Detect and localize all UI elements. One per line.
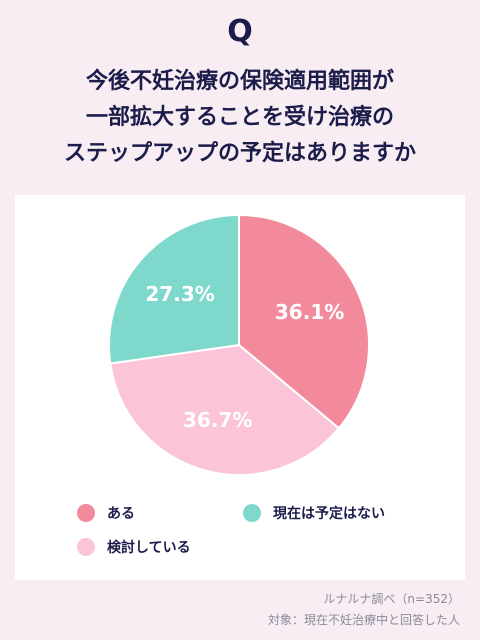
- chart-card: 36.1% 36.7% 27.3% ある 現在は予定はない 検討している: [15, 195, 465, 580]
- title-line-1: 今後不妊治療の保険適用範囲が: [85, 69, 394, 94]
- title-line-2: 一部拡大することを受け治療の: [85, 105, 394, 130]
- legend-item-aru: ある: [77, 503, 135, 523]
- pie-slice-2: [107, 213, 240, 365]
- pie-slice-1: [109, 343, 341, 476]
- legend-item-no-plan: 現在は予定はない: [243, 503, 385, 523]
- pie-slice-label-2: 27.3%: [145, 282, 214, 306]
- legend-label-aru: ある: [107, 506, 135, 522]
- legend-swatch-considering: [77, 538, 95, 556]
- source-note: ルナルナ調べ（n=352）: [323, 592, 460, 606]
- target-note: 対象：現在不妊治療中と回答した人: [267, 613, 460, 627]
- legend-swatch-aru: [77, 504, 95, 522]
- legend-swatch-no-plan: [243, 504, 261, 522]
- legend-label-no-plan: 現在は予定はない: [273, 506, 385, 522]
- legend-item-considering: 検討している: [77, 537, 191, 557]
- pie-slice-label-1: 36.7%: [183, 408, 252, 432]
- title-line-3: ステップアップの予定はありますか: [63, 141, 416, 166]
- pie-slice-label-0: 36.1%: [275, 300, 344, 324]
- pie-slice-0: [238, 213, 370, 430]
- legend-label-considering: 検討している: [107, 540, 191, 556]
- pie-chart: 36.1% 36.7% 27.3%: [107, 213, 370, 476]
- question-mark: Q: [227, 14, 253, 49]
- question-title: 今後不妊治療の保険適用範囲が 一部拡大することを受け治療の ステップアップの予定…: [0, 64, 480, 172]
